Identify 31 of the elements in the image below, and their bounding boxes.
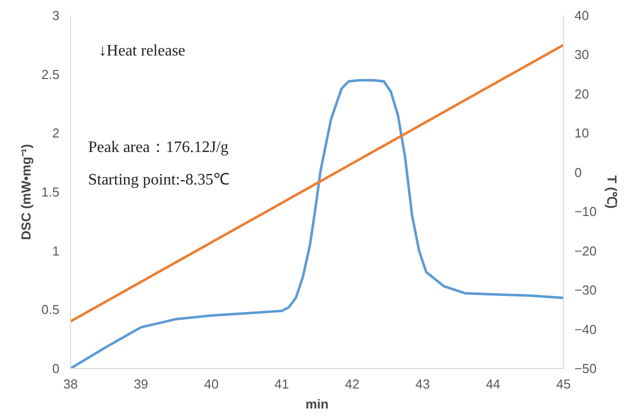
y-tick-label: 1 [52,243,60,258]
y2-tick-label: −10 [574,204,597,220]
y2-tick-label: −30 [574,282,597,298]
annotation: Peak area：176.12J/g [88,138,229,156]
y-tick-label: 2 [52,126,60,141]
y-tick-label: 0.5 [41,302,60,318]
x-tick-label: 40 [204,376,219,392]
x-tick-label: 41 [274,376,290,392]
x-tick-label: 39 [134,376,148,392]
x-axis-title: min [305,396,329,412]
y2-axis-title: T (℃) [604,175,620,209]
y2-tick-label: 0 [574,164,582,180]
y2-tick-label: −40 [574,322,597,337]
y-tick-label: 3 [52,8,60,23]
y-axis-title: DSC (mW•mg⁻¹) [18,144,34,240]
annotation: ↓Heat release [98,42,186,60]
x-tick-label: 44 [486,376,500,392]
y-tick-label: 0 [52,361,60,376]
y2-tick-label: 10 [574,126,589,141]
y2-tick-label: 20 [574,86,589,102]
y2-tick-label: 30 [574,47,589,62]
y-tick-label: 1.5 [41,184,60,200]
x-tick-label: 43 [415,376,430,392]
y-tick-label: 2.5 [41,66,60,82]
annotation: Starting point:-8.35℃ [88,172,230,189]
x-tick-label: 45 [556,376,571,392]
x-tick-label: 38 [63,376,78,392]
x-tick-label: 42 [344,376,360,392]
y2-tick-label: 40 [574,8,589,23]
y2-tick-label: −20 [574,243,597,258]
y2-tick-label: −50 [574,361,597,376]
